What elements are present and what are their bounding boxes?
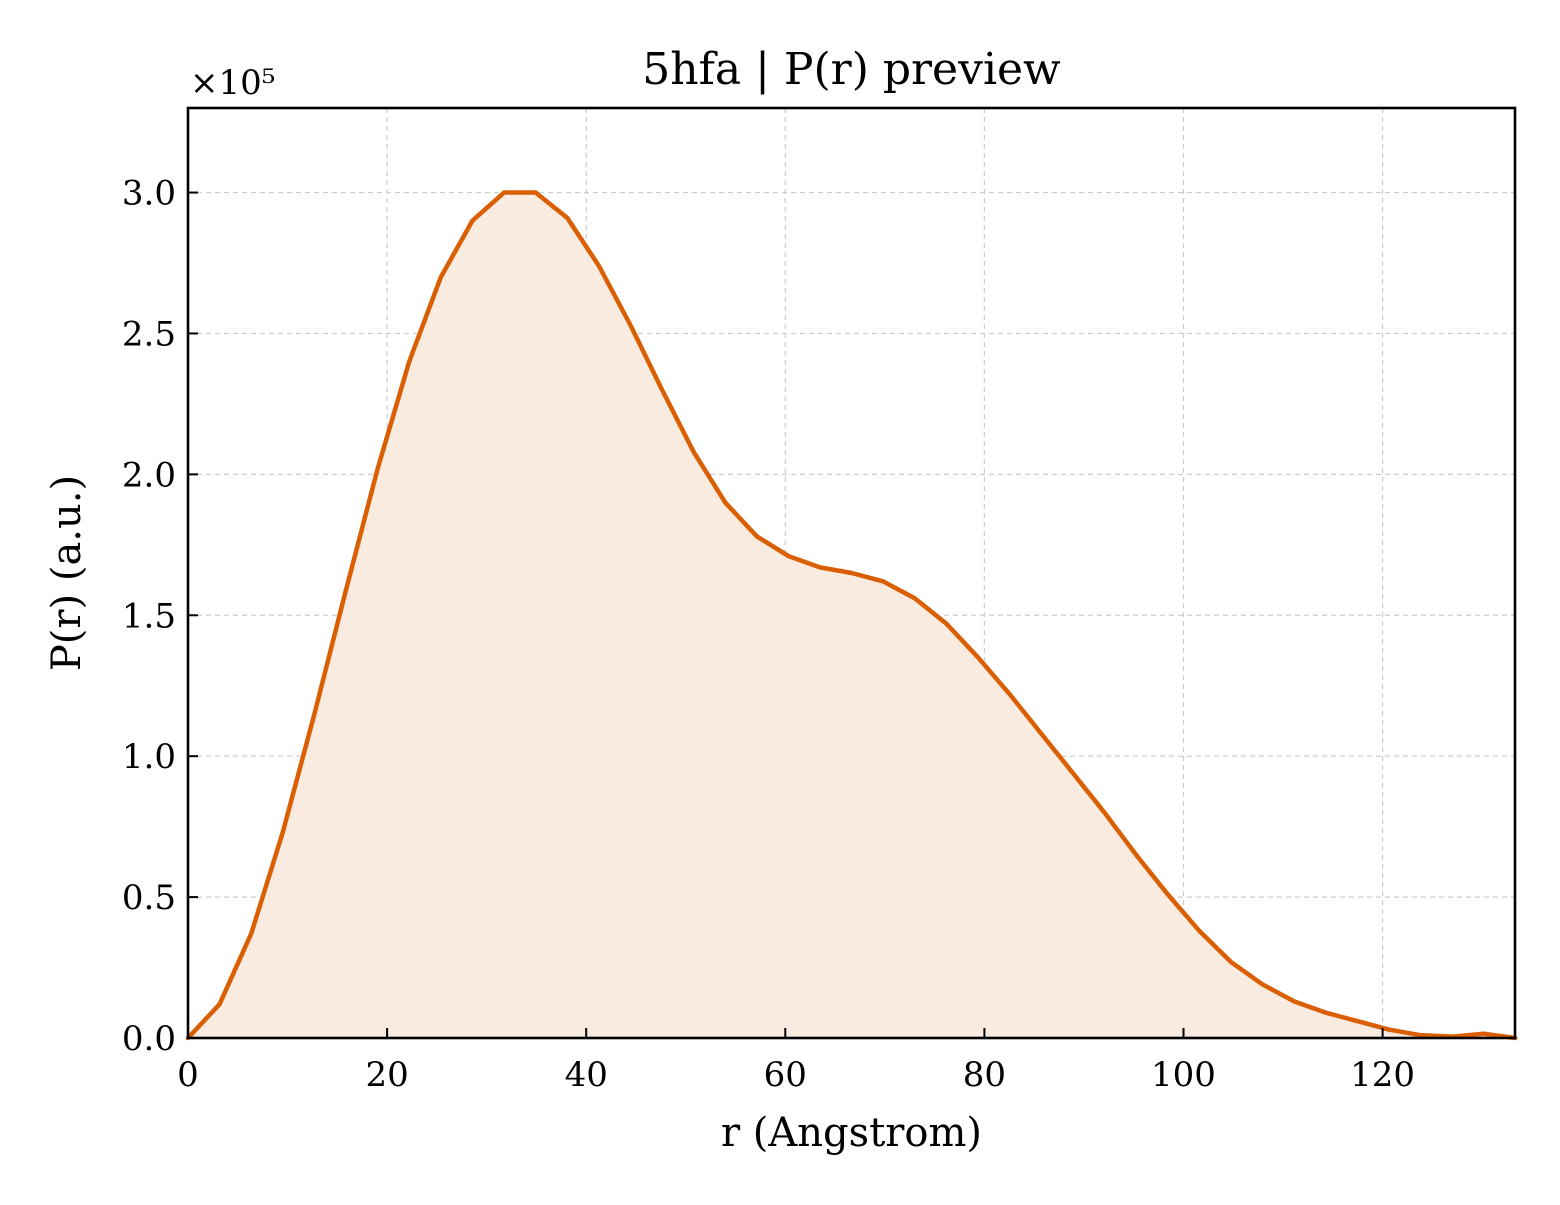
x-tick-label: 100: [1151, 1055, 1216, 1095]
ticks: 0 20 40 60 80 100 120 0.0 0.5 1.0 1.5 2.0 2.5 3.0: [122, 174, 1415, 1095]
x-tick-label: 20: [365, 1055, 408, 1095]
x-tick-label: 60: [764, 1055, 807, 1095]
y-tick-label: 3.0: [122, 174, 176, 214]
y-tick-label: 0.5: [122, 878, 176, 918]
y-tick-label: 1.0: [122, 737, 176, 777]
chart-title: 5hfa | P(r) preview: [642, 44, 1061, 95]
area-fill: [188, 192, 1516, 1039]
y-tick-label: 2.5: [122, 314, 176, 354]
x-tick-label: 40: [565, 1055, 608, 1095]
x-tick-label: 0: [177, 1055, 199, 1095]
y-tick-label: 2.0: [122, 455, 176, 495]
plot-frame: [186, 106, 1517, 1040]
y-axis-exponent: ×10⁵: [190, 63, 275, 103]
y-tick-label: 1.5: [122, 596, 176, 636]
x-tick-label: 120: [1350, 1055, 1415, 1095]
x-tick-label: 80: [963, 1055, 1006, 1095]
y-tick-label: 0.0: [122, 1019, 176, 1059]
y-axis-label: P(r) (a.u.): [44, 475, 90, 671]
series-line: [185, 190, 1518, 1041]
x-axis-label: r (Angstrom): [721, 1110, 982, 1156]
